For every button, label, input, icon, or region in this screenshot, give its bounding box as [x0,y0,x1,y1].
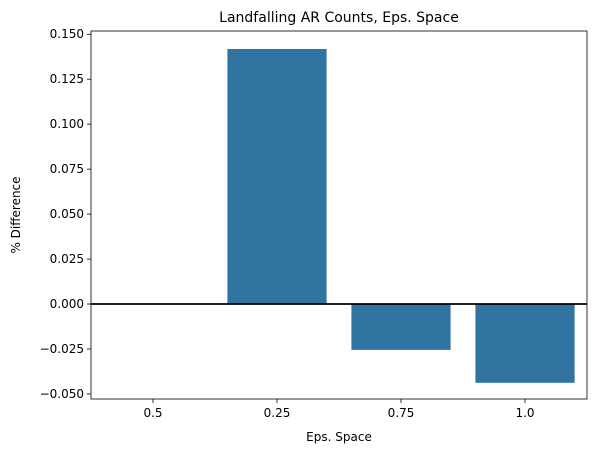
y-tick-label: −0.050 [40,387,84,401]
y-tick-label: 0.125 [50,72,84,86]
y-tick-label: 0.000 [50,297,84,311]
plot-frame [90,30,588,400]
x-tick-label: 0.25 [264,406,291,420]
y-axis-label: % Difference [9,176,23,253]
y-axis-ticks: −0.050 −0.025 0.000 0.025 0.050 0.075 0.100 0.1… [40,27,91,401]
y-tick-label: 0.050 [50,207,84,221]
y-tick-label: 0.075 [50,162,84,176]
y-tick-label: 0.150 [50,27,84,41]
x-tick-label: 0.75 [388,406,415,420]
y-tick-label: 0.025 [50,252,84,266]
bars-group [227,48,575,383]
y-tick-label: 0.100 [50,117,84,131]
y-tick-label: −0.025 [40,342,84,356]
bar-0.75 [351,304,451,350]
x-axis-ticks: 0.5 0.25 0.75 1.0 [143,399,535,420]
x-axis-label: Eps. Space [306,430,372,444]
bar-1.0 [475,304,575,383]
x-tick-label: 0.5 [143,406,162,420]
chart-title: Landfalling AR Counts, Eps. Space [219,10,459,26]
x-tick-label: 1.0 [515,406,534,420]
bar-0.25 [227,48,327,305]
